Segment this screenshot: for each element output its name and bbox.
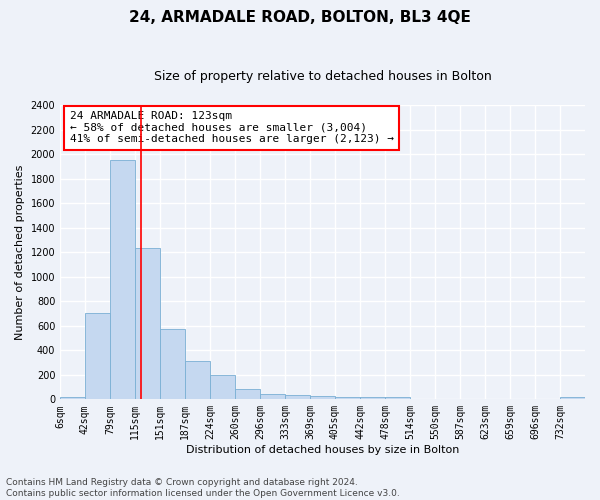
Title: Size of property relative to detached houses in Bolton: Size of property relative to detached ho…: [154, 70, 491, 83]
Bar: [286, 395, 310, 400]
Bar: [110, 160, 135, 400]
Bar: [60, 397, 85, 400]
Y-axis label: Number of detached properties: Number of detached properties: [15, 164, 25, 340]
Text: Contains HM Land Registry data © Crown copyright and database right 2024.
Contai: Contains HM Land Registry data © Crown c…: [6, 478, 400, 498]
Bar: [361, 397, 385, 400]
Bar: [235, 389, 260, 400]
Text: 24, ARMADALE ROAD, BOLTON, BL3 4QE: 24, ARMADALE ROAD, BOLTON, BL3 4QE: [129, 10, 471, 25]
Bar: [560, 397, 585, 400]
Text: 24 ARMADALE ROAD: 123sqm
← 58% of detached houses are smaller (3,004)
41% of sem: 24 ARMADALE ROAD: 123sqm ← 58% of detach…: [70, 111, 394, 144]
Bar: [85, 314, 110, 400]
Bar: [160, 330, 185, 400]
Bar: [185, 362, 209, 400]
Bar: [410, 398, 435, 400]
Bar: [211, 375, 235, 400]
Bar: [135, 248, 160, 400]
Bar: [310, 396, 335, 400]
Bar: [385, 398, 410, 400]
X-axis label: Distribution of detached houses by size in Bolton: Distribution of detached houses by size …: [186, 445, 459, 455]
Bar: [335, 397, 360, 400]
Bar: [260, 394, 285, 400]
